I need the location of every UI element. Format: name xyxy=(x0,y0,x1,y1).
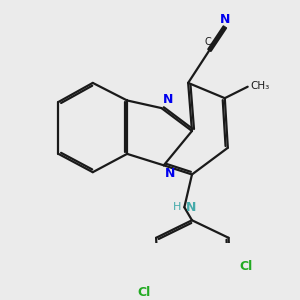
Text: N: N xyxy=(163,93,173,106)
Text: Cl: Cl xyxy=(138,286,151,299)
Text: N: N xyxy=(220,13,230,26)
Text: N: N xyxy=(165,167,175,180)
Text: N: N xyxy=(185,201,196,214)
Text: Cl: Cl xyxy=(239,260,252,272)
Text: H: H xyxy=(172,202,181,212)
Text: C: C xyxy=(204,37,211,47)
Text: CH₃: CH₃ xyxy=(250,81,269,91)
